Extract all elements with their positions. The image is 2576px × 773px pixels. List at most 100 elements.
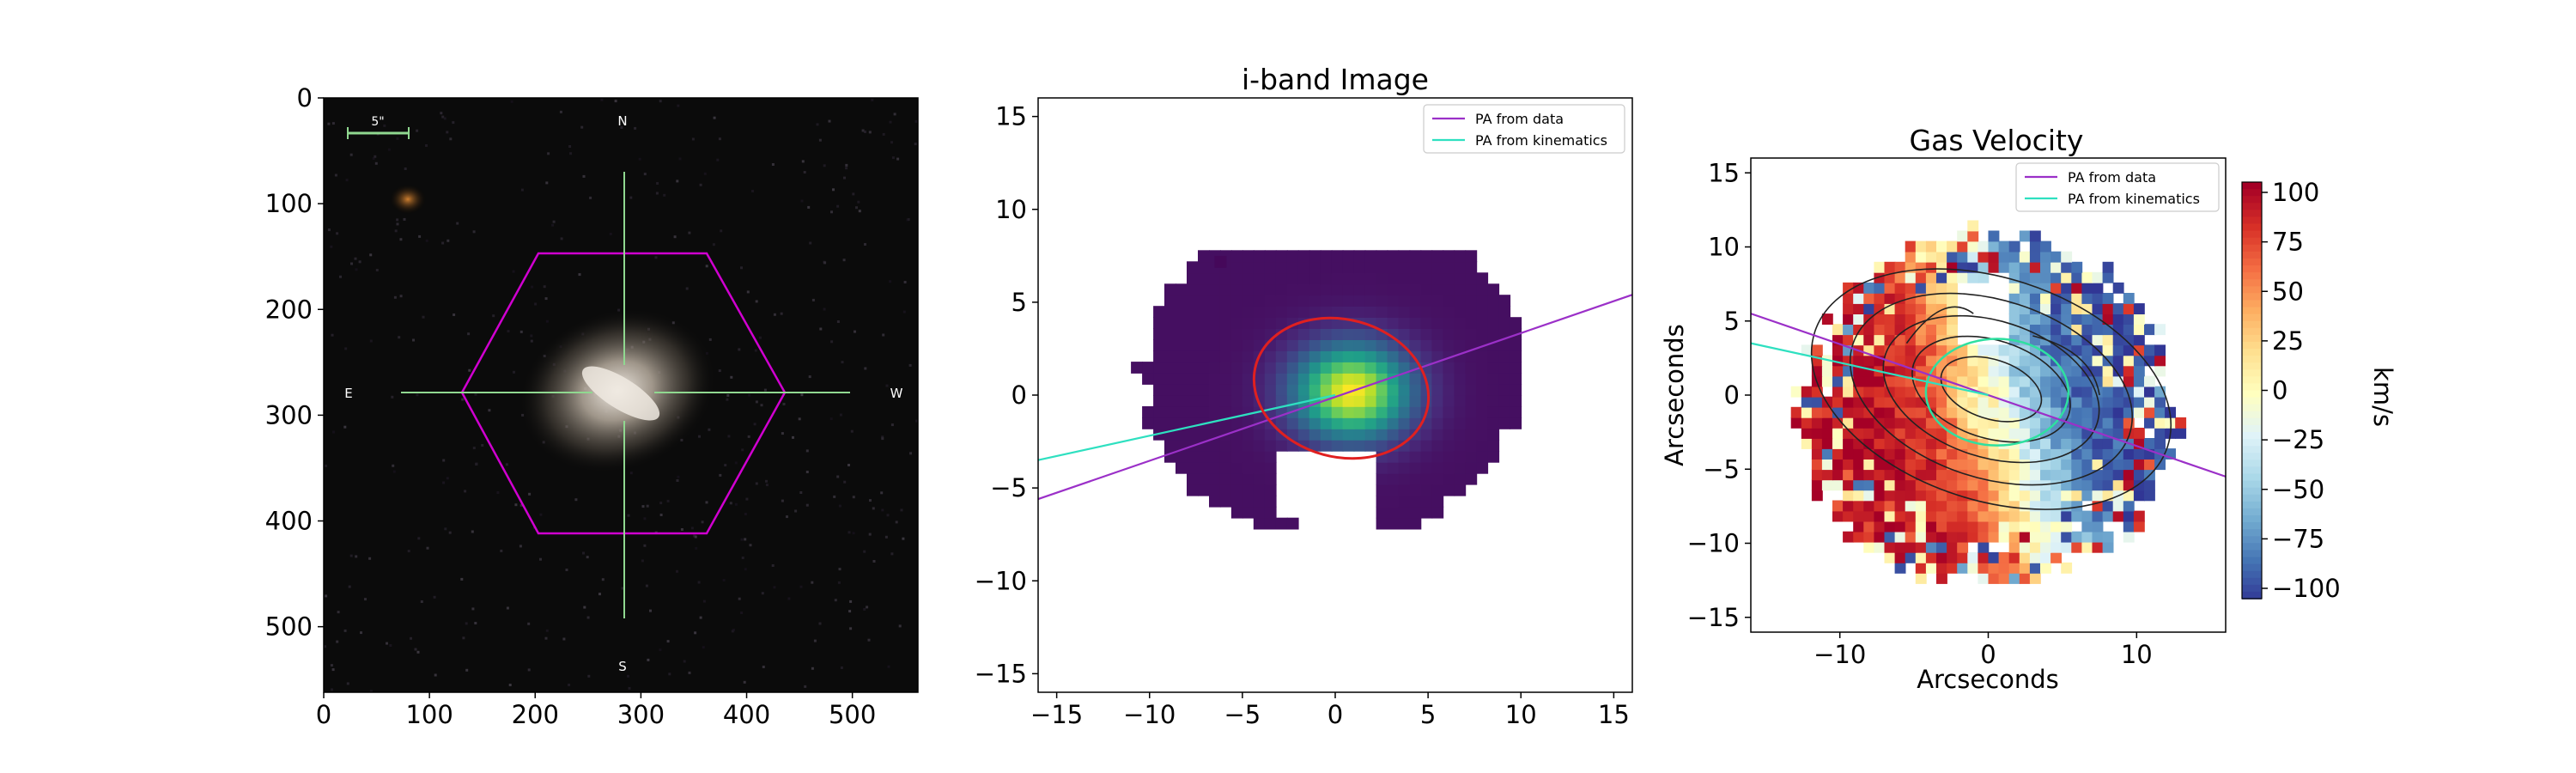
iband-pixel xyxy=(1198,283,1210,296)
iband-pixel xyxy=(1209,373,1221,385)
iband-pixel xyxy=(1420,328,1433,340)
iband-pixel xyxy=(1219,362,1232,374)
velocity-pixel xyxy=(2102,396,2114,408)
velocity-pixel xyxy=(2092,438,2104,449)
panel1-noise-pixel xyxy=(659,100,662,103)
velocity-pixel xyxy=(1947,324,1958,336)
panel1-xtick-label: 500 xyxy=(829,700,876,729)
velocity-pixel xyxy=(1998,469,2010,481)
panel1-noise-pixel xyxy=(698,435,701,438)
velocity-pixel xyxy=(1915,500,1927,512)
velocity-pixel xyxy=(2112,500,2124,512)
velocity-pixel xyxy=(2050,324,2062,336)
velocity-pixel xyxy=(1988,344,2000,356)
velocity-pixel xyxy=(1915,240,1927,253)
velocity-pixel xyxy=(2144,438,2155,449)
iband-pixel xyxy=(1253,450,1266,463)
velocity-pixel xyxy=(1957,510,1969,522)
velocity-pixel xyxy=(2008,490,2020,502)
velocity-pixel xyxy=(2081,324,2093,336)
panel1-noise-pixel xyxy=(818,622,822,625)
iband-pixel xyxy=(1376,428,1388,441)
panel1-noise-pixel xyxy=(731,630,734,633)
iband-pixel xyxy=(1398,428,1411,441)
velocity-pixel xyxy=(1863,438,1875,449)
iband-pixel xyxy=(1454,250,1467,263)
velocity-pixel xyxy=(1853,355,1865,367)
iband-pixel xyxy=(1398,439,1411,452)
iband-pixel xyxy=(1487,384,1500,396)
iband-pixel xyxy=(1309,439,1321,452)
panel1-noise-pixel xyxy=(864,243,866,246)
velocity-pixel xyxy=(2102,448,2114,460)
panel1-noise-pixel xyxy=(569,152,573,155)
velocity-pixel xyxy=(2029,417,2041,429)
iband-pixel xyxy=(1387,406,1400,418)
panel1-noise-pixel xyxy=(738,348,741,351)
panel1-noise-pixel xyxy=(799,491,803,494)
iband-pixel xyxy=(1230,272,1243,285)
iband-pixel xyxy=(1364,406,1377,418)
panel1-noise-pixel xyxy=(673,235,677,239)
iband-pixel xyxy=(1297,272,1310,285)
iband-pixel xyxy=(1253,328,1266,340)
iband-pixel xyxy=(1286,428,1299,441)
iband-pixel xyxy=(1353,261,1366,274)
compass-east: E xyxy=(344,386,352,401)
colorbar-tick-label: 100 xyxy=(2272,178,2319,207)
panel1-noise-pixel xyxy=(348,585,351,588)
panel1-noise-pixel xyxy=(481,444,484,447)
velocity-pixel xyxy=(1947,282,1958,294)
panel1-noise-pixel xyxy=(659,502,663,505)
velocity-pixel xyxy=(1988,520,2000,533)
colorbar-segment xyxy=(2242,417,2262,426)
iband-pixel xyxy=(1142,373,1154,385)
panel1-noise-pixel xyxy=(472,447,476,450)
velocity-pixel xyxy=(2133,344,2145,356)
velocity-pixel xyxy=(1978,375,1990,387)
iband-pixel xyxy=(1209,406,1221,418)
iband-xtick-label: 0 xyxy=(1327,700,1343,729)
iband-pixel xyxy=(1309,362,1321,374)
velocity-pixel xyxy=(1905,479,1917,491)
iband-pixel xyxy=(1320,439,1333,452)
velocity-pixel xyxy=(2102,365,2114,377)
panel1-noise-pixel xyxy=(823,261,827,265)
velocity-pixel xyxy=(2092,490,2104,502)
velocity-pixel xyxy=(1988,459,2000,471)
panel1-noise-pixel xyxy=(530,334,533,338)
panel1-noise-pixel xyxy=(836,320,840,323)
iband-pixel xyxy=(1209,395,1221,407)
velocity-pa-line xyxy=(1750,342,1989,397)
panel1-noise-pixel xyxy=(539,557,542,561)
velocity-pixel xyxy=(1905,271,1917,283)
velocity-contour xyxy=(2032,335,2100,396)
panel1-noise-pixel xyxy=(418,234,422,238)
iband-pixel xyxy=(1164,384,1176,396)
iband-pixel xyxy=(1331,306,1344,318)
iband-pixel xyxy=(1431,295,1444,307)
velocity-pixel xyxy=(1905,459,1917,471)
velocity-pixel xyxy=(1811,428,1823,439)
panel1-noise-pixel xyxy=(755,400,758,404)
panel1-noise-pixel xyxy=(811,298,815,301)
iband-pixel xyxy=(1253,317,1266,329)
velocity-pixel xyxy=(2008,355,2020,367)
iband-pixel xyxy=(1342,339,1355,351)
panel1-noise-pixel xyxy=(758,336,762,339)
velocity-pixel xyxy=(1978,520,1990,533)
panel1-noise-pixel xyxy=(332,430,335,434)
iband-pixel xyxy=(1309,384,1321,396)
velocity-pixel xyxy=(1905,303,1917,314)
velocity-pixel xyxy=(1884,417,1896,429)
panel1-noise-pixel xyxy=(740,612,744,614)
panel1-noise-pixel xyxy=(345,179,349,182)
velocity-pixel xyxy=(2102,375,2114,387)
iband-pixel xyxy=(1353,328,1366,340)
iband-pixel xyxy=(1286,283,1299,296)
velocity-pixel xyxy=(2154,438,2166,449)
iband-pixel xyxy=(1409,384,1422,396)
velocity-pixel xyxy=(2112,313,2124,325)
velocity-pixel xyxy=(2019,531,2031,543)
colorbar-segment xyxy=(2242,237,2262,246)
